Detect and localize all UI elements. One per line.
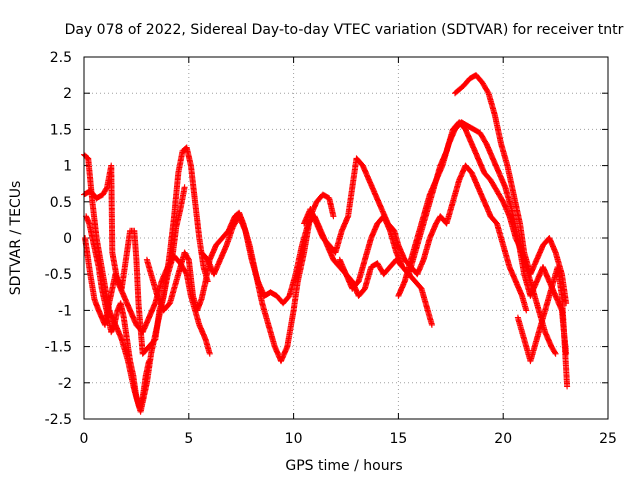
series-satellite-track-8 — [395, 119, 570, 357]
y-tick-label: -1 — [58, 303, 72, 319]
x-tick-label: 25 — [599, 431, 617, 447]
x-axis-label: GPS time / hours — [285, 458, 402, 474]
data-point-markers — [82, 184, 188, 357]
y-tick-label: 2 — [63, 86, 72, 102]
points-layer — [81, 72, 571, 415]
y-axis-label: SDTVAR / TECUs — [8, 181, 24, 296]
y-tick-label: 1.5 — [50, 122, 72, 138]
data-point-markers — [514, 264, 571, 390]
data-point-markers — [452, 72, 570, 307]
x-tick-label: 15 — [389, 431, 407, 447]
y-tick-label: -2 — [58, 376, 72, 392]
x-tick-label: 10 — [285, 431, 303, 447]
series-satellite-track-6 — [301, 155, 530, 314]
x-tick-label: 0 — [80, 431, 89, 447]
y-tick-label: 0 — [63, 231, 72, 247]
data-point-markers — [395, 119, 570, 357]
series-satellite-track-7 — [336, 119, 559, 357]
grid-layer — [84, 57, 608, 419]
data-point-markers — [83, 213, 152, 412]
y-tick-label: 0.5 — [50, 195, 72, 211]
chart-title: Day 078 of 2022, Sidereal Day-to-day VTE… — [65, 22, 624, 38]
y-tick-label: -2.5 — [45, 412, 72, 428]
y-tick-label: 2.5 — [50, 50, 72, 66]
series-satellite-track-3 — [82, 184, 188, 357]
y-tick-label: -0.5 — [45, 267, 72, 283]
x-tick-label: 20 — [494, 431, 512, 447]
series-satellite-track-10 — [514, 264, 571, 390]
data-point-markers — [336, 119, 559, 357]
y-tick-label: 1 — [63, 159, 72, 175]
x-tick-label: 5 — [184, 431, 193, 447]
series-satellite-track-11 — [83, 213, 152, 412]
series-satellite-track-9 — [452, 72, 570, 307]
plot-frame — [83, 56, 609, 420]
y-tick-label: -1.5 — [45, 340, 72, 356]
data-point-markers — [301, 155, 530, 314]
